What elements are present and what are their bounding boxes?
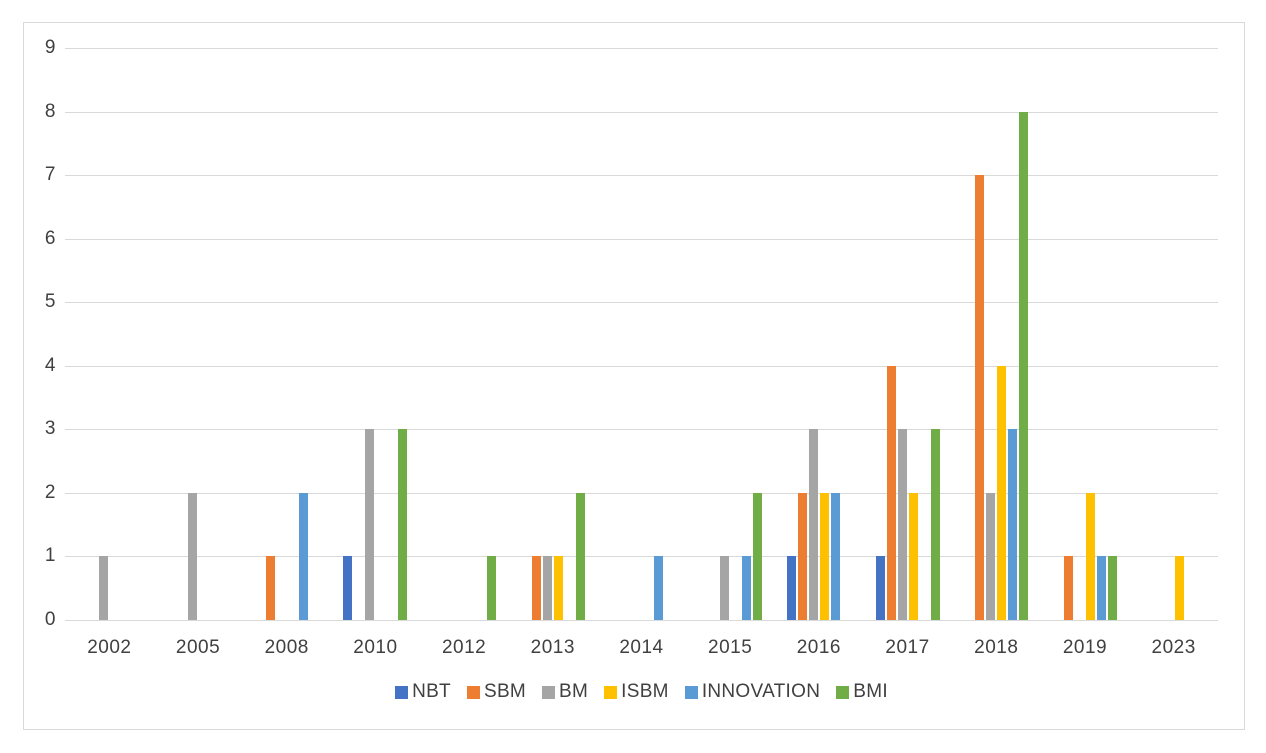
bar <box>553 556 563 620</box>
bar <box>886 365 896 620</box>
y-tick-label: 5 <box>44 291 56 313</box>
y-tick-label: 8 <box>44 100 56 122</box>
bar <box>653 556 663 620</box>
bar <box>531 556 541 620</box>
legend-swatch <box>684 685 698 699</box>
legend-label: SBM <box>483 681 527 702</box>
bar <box>398 429 408 620</box>
y-tick-label: 3 <box>44 418 56 440</box>
bar <box>188 492 198 620</box>
gridline <box>65 365 1218 367</box>
x-tick-label: 2008 <box>264 637 309 658</box>
gridline <box>65 48 1218 49</box>
legend-item: INNOVATION <box>684 681 821 703</box>
gridline <box>65 302 1218 304</box>
x-tick-label: 2017 <box>885 637 930 658</box>
legend-swatch <box>542 685 556 699</box>
gridline <box>65 556 1218 558</box>
gridline <box>65 429 1218 431</box>
bar <box>1174 556 1184 620</box>
y-tick-label: 6 <box>44 227 56 249</box>
bar <box>1096 556 1106 620</box>
bar <box>819 492 829 620</box>
legend: NBT SBM BM ISBM INNOVATION BMI <box>65 681 1218 703</box>
bar <box>720 556 730 620</box>
bar <box>930 429 940 620</box>
legend-label: ISBM <box>621 681 669 702</box>
legend-label: BM <box>559 681 589 702</box>
bar <box>830 492 840 620</box>
bar <box>808 429 818 620</box>
bar <box>897 429 907 620</box>
legend-swatch <box>466 685 480 699</box>
bar <box>99 556 109 620</box>
bar <box>265 556 275 620</box>
x-tick-label: 2016 <box>796 637 842 658</box>
legend-swatch <box>836 685 850 699</box>
y-tick-label: 0 <box>44 609 56 630</box>
bar <box>542 556 552 620</box>
bar <box>975 175 985 620</box>
y-tick-label: 7 <box>44 164 56 186</box>
bar <box>742 556 752 620</box>
bar <box>365 429 375 620</box>
bar <box>1107 556 1117 620</box>
legend-item: BMI <box>836 681 888 703</box>
bar <box>908 492 918 620</box>
bar <box>298 492 308 620</box>
legend-item: BM <box>542 681 588 703</box>
bar <box>1085 492 1095 620</box>
legend-item: ISBM <box>604 681 669 703</box>
legend-label: BMI <box>853 681 888 702</box>
x-tick-label: 2015 <box>708 637 753 658</box>
x-tick-label: 2013 <box>530 637 575 658</box>
bar <box>986 492 996 620</box>
legend-label: NBT <box>412 681 451 702</box>
gridline <box>65 175 1218 177</box>
bar <box>1019 111 1029 620</box>
bar <box>753 492 763 620</box>
y-tick-label: 9 <box>44 37 56 58</box>
x-tick-label: 2010 <box>353 637 398 658</box>
y-tick-label: 4 <box>44 354 56 376</box>
x-tick-label: 2019 <box>1062 637 1108 658</box>
plot-area <box>65 48 1218 621</box>
gridline <box>65 492 1218 494</box>
chart-frame <box>23 22 1245 730</box>
gridline <box>65 238 1218 240</box>
bar <box>997 365 1007 620</box>
bar <box>786 556 796 620</box>
legend-item: SBM <box>466 681 527 703</box>
legend-swatch <box>604 685 618 699</box>
x-tick-label: 2014 <box>619 637 664 658</box>
legend-swatch <box>395 685 409 699</box>
gridline <box>65 620 1218 621</box>
x-tick-label: 2002 <box>87 637 132 658</box>
x-tick-label: 2005 <box>175 637 221 658</box>
bar <box>575 492 585 620</box>
bar <box>487 556 497 620</box>
bar <box>1063 556 1073 620</box>
gridline <box>65 111 1218 113</box>
bar <box>797 492 807 620</box>
y-tick-label: 1 <box>44 545 56 567</box>
x-tick-label: 2018 <box>974 637 1019 658</box>
y-tick-label: 2 <box>44 481 56 503</box>
x-tick-label: 2023 <box>1151 637 1196 658</box>
bar <box>343 556 353 620</box>
bar <box>1008 429 1018 620</box>
bar <box>875 556 885 620</box>
legend-label: INNOVATION <box>701 681 821 702</box>
x-tick-label: 2012 <box>441 637 487 658</box>
legend-item: NBT <box>395 681 451 703</box>
